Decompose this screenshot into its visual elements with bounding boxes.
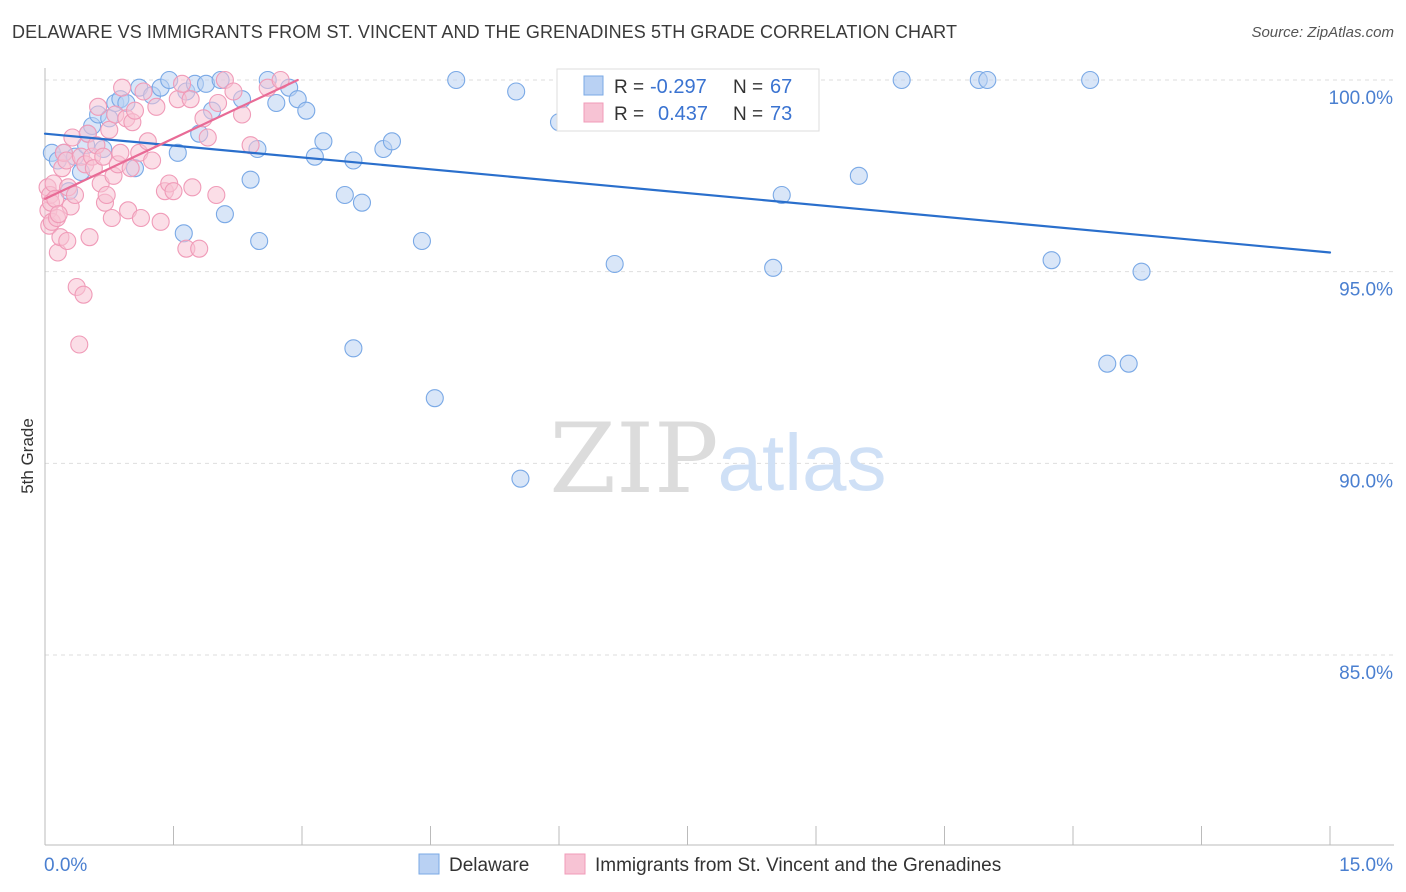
point-delaware-66 bbox=[1132, 262, 1151, 281]
point-immigrants-19 bbox=[70, 335, 89, 354]
point-delaware-62 bbox=[1042, 251, 1061, 270]
trend-lines bbox=[43, 78, 1332, 254]
stats-r-label-immigrants: R = bbox=[614, 104, 644, 125]
point-delaware-21 bbox=[174, 224, 193, 243]
point-immigrants-28 bbox=[89, 97, 108, 116]
series-legend: Delaware Immigrants from St. Vincent and… bbox=[418, 853, 1001, 876]
y-tick-label-3: 85.0% bbox=[1339, 663, 1393, 684]
point-immigrants-38 bbox=[111, 143, 130, 162]
point-immigrants-71 bbox=[49, 205, 68, 224]
point-delaware-45 bbox=[382, 132, 402, 151]
x-tick-label-min: 0.0% bbox=[44, 855, 87, 876]
point-delaware-64 bbox=[1098, 354, 1117, 373]
legend-swatch-immigrants bbox=[564, 853, 586, 875]
point-delaware-42 bbox=[344, 151, 363, 170]
point-delaware-50 bbox=[511, 469, 530, 488]
x-tick-label-max: 15.0% bbox=[1339, 855, 1393, 876]
point-delaware-41 bbox=[344, 339, 363, 358]
trend-line-immigrants bbox=[43, 78, 299, 200]
stats-n-label-immigrants: N = bbox=[733, 104, 763, 125]
point-immigrants-60 bbox=[190, 239, 209, 258]
watermark-atlas: atlas bbox=[718, 418, 887, 507]
point-immigrants-62 bbox=[198, 128, 217, 147]
point-immigrants-44 bbox=[125, 101, 144, 120]
stats-r-label-delaware: R = bbox=[614, 77, 644, 98]
y-tick-labels: 100.0% 95.0% 90.0% 85.0% bbox=[1329, 88, 1394, 684]
point-delaware-34 bbox=[267, 93, 286, 113]
point-immigrants-50 bbox=[147, 97, 166, 116]
point-immigrants-72 bbox=[58, 231, 77, 251]
point-delaware-46 bbox=[412, 231, 431, 251]
stats-r-value-delaware: -0.297 bbox=[650, 76, 707, 98]
point-delaware-37 bbox=[297, 101, 316, 120]
trend-line-delaware bbox=[43, 132, 1332, 254]
legend-label-delaware: Delaware bbox=[449, 855, 529, 876]
point-delaware-58 bbox=[849, 166, 868, 185]
point-immigrants-49 bbox=[143, 151, 162, 170]
point-immigrants-66 bbox=[224, 82, 243, 101]
point-immigrants-64 bbox=[208, 93, 228, 113]
point-immigrants-39 bbox=[113, 78, 132, 97]
point-immigrants-21 bbox=[74, 285, 93, 304]
point-immigrants-58 bbox=[181, 90, 200, 109]
point-immigrants-30 bbox=[94, 147, 113, 166]
point-immigrants-59 bbox=[183, 178, 202, 197]
point-immigrants-63 bbox=[207, 185, 226, 205]
point-immigrants-34 bbox=[102, 208, 121, 228]
point-immigrants-56 bbox=[173, 74, 192, 93]
point-immigrants-46 bbox=[131, 208, 150, 228]
watermark: ZIP atlas bbox=[549, 403, 886, 515]
point-delaware-20 bbox=[168, 143, 187, 162]
point-delaware-47 bbox=[425, 389, 444, 408]
watermark-zip: ZIP bbox=[549, 403, 718, 515]
point-immigrants-33 bbox=[100, 120, 119, 139]
point-delaware-39 bbox=[314, 132, 333, 151]
y-tick-label-0: 100.0% bbox=[1329, 88, 1394, 109]
point-delaware-63 bbox=[1081, 70, 1100, 90]
stats-r-value-immigrants: 0.437 bbox=[658, 103, 708, 125]
point-delaware-28 bbox=[215, 205, 234, 224]
point-immigrants-24 bbox=[80, 228, 99, 247]
point-delaware-57 bbox=[772, 185, 791, 205]
y-tick-label-2: 90.0% bbox=[1339, 471, 1393, 492]
point-immigrants-47 bbox=[134, 82, 153, 101]
legend-swatch-delaware bbox=[418, 853, 440, 875]
legend-label-immigrants: Immigrants from St. Vincent and the Gren… bbox=[595, 855, 1001, 876]
y-tick-label-1: 95.0% bbox=[1339, 280, 1393, 301]
point-immigrants-54 bbox=[164, 182, 183, 201]
stats-swatch-delaware bbox=[583, 75, 604, 96]
point-delaware-53 bbox=[605, 254, 624, 274]
stats-legend: R = -0.297 N = 67 R = 0.437 N = 73 bbox=[556, 68, 820, 132]
point-delaware-48 bbox=[447, 70, 466, 90]
chart-source: Source: ZipAtlas.com bbox=[1251, 24, 1394, 41]
y-axis-label: 5th Grade bbox=[18, 418, 37, 494]
stats-swatch-immigrants bbox=[583, 102, 604, 123]
point-delaware-65 bbox=[1119, 354, 1138, 373]
point-immigrants-32 bbox=[97, 185, 116, 205]
point-immigrants-17 bbox=[65, 185, 85, 205]
x-tick-labels: 0.0% 15.0% bbox=[44, 855, 1393, 876]
point-delaware-38 bbox=[305, 147, 324, 166]
stats-n-value-immigrants: 73 bbox=[770, 103, 792, 125]
point-immigrants-51 bbox=[151, 212, 170, 231]
point-delaware-59 bbox=[892, 70, 911, 90]
gridlines bbox=[45, 79, 1394, 656]
point-delaware-40 bbox=[335, 185, 354, 205]
stats-n-label-delaware: N = bbox=[733, 77, 763, 98]
point-delaware-61 bbox=[978, 70, 997, 90]
point-delaware-43 bbox=[352, 193, 372, 212]
stats-n-value-delaware: 67 bbox=[770, 76, 792, 98]
point-delaware-30 bbox=[241, 170, 260, 189]
point-delaware-49 bbox=[507, 82, 526, 101]
point-delaware-56 bbox=[764, 258, 783, 277]
chart-title: DELAWARE VS IMMIGRANTS FROM ST. VINCENT … bbox=[12, 22, 958, 42]
svg-immigrants-points bbox=[38, 70, 290, 354]
point-delaware-31 bbox=[250, 231, 269, 251]
